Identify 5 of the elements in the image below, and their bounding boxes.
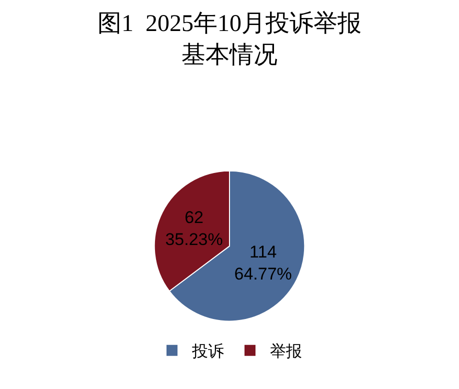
- legend-label: 举报: [270, 342, 302, 361]
- legend-label: 投诉: [191, 342, 224, 361]
- chart-title: 图1 2025年10月投诉举报基本情况: [98, 10, 362, 68]
- data-label: 114 64.77%: [234, 242, 292, 284]
- data-label: 62 35.23%: [165, 208, 223, 249]
